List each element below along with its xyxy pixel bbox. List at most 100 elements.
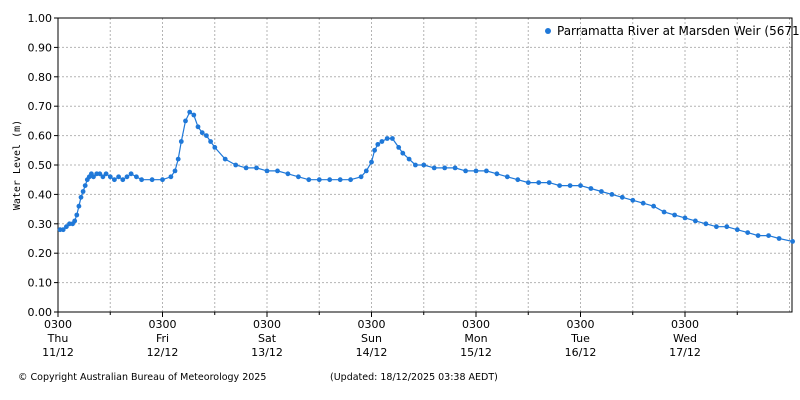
data-point [400,150,406,156]
x-tick-label: 0300 [671,318,699,331]
y-axis-ticks: 0.00 0.10 0.20 0.30 0.40 0.50 0.60 0.70 0.80 0.90… [28,12,58,319]
data-point [363,168,369,174]
x-tick-label: 12/12 [147,346,179,359]
data-point [766,233,771,239]
x-tick-label: 17/12 [669,346,701,359]
data-point [567,183,573,189]
data-point [431,165,437,171]
data-point [651,203,656,209]
data-point [630,197,636,203]
data-point [76,203,82,209]
data-point [243,165,249,171]
data-point [275,168,280,174]
data-point [296,174,301,180]
data-point [525,180,531,186]
data-point [72,218,78,224]
y-tick-label: 0.50 [28,159,53,172]
data-point [120,177,126,183]
data-point [463,168,468,174]
data-point [168,174,174,180]
data-point [128,171,134,177]
y-tick-label: 0.40 [28,188,53,201]
data-point [208,139,214,144]
data-point [640,200,646,206]
data-point [80,189,86,194]
x-tick-label: 0300 [44,318,72,331]
y-tick-label: 0.60 [28,130,53,143]
data-point [254,165,259,171]
data-point [199,130,205,136]
data-point [178,139,184,144]
data-point [139,177,145,183]
data-point [175,156,181,162]
x-tick-label: Mon [464,332,487,345]
data-point [264,168,270,174]
data-point [149,177,155,183]
data-point [285,171,291,177]
data-point [546,180,552,186]
data-point [714,224,719,230]
data-point [672,212,677,218]
data-point [134,174,139,180]
x-tick-label: 0300 [149,318,177,331]
data-point [421,162,427,168]
data-point [442,165,448,171]
x-tick-label: Sun [361,332,382,345]
data-point [191,112,197,118]
updated-text: (Updated: 18/12/2025 03:38 AEDT) [330,372,498,383]
data-point [74,212,80,218]
data-point [484,168,489,174]
data-point [384,136,390,141]
data-point [233,162,239,168]
data-point [112,177,117,183]
data-point [187,109,193,115]
y-tick-label: 0.90 [28,41,53,54]
data-point [452,165,458,171]
data-point [116,174,121,180]
data-point [755,233,761,239]
y-tick-label: 0.30 [28,218,53,231]
y-tick-label: 0.10 [28,277,53,290]
data-point [599,189,604,194]
data-point [588,186,594,191]
data-point [790,239,795,244]
data-point [82,183,88,189]
data-point [557,183,562,189]
data-point [473,168,479,174]
x-tick-label: 16/12 [565,346,597,359]
data-point [204,133,209,139]
legend-marker [545,28,551,34]
data-point [406,156,412,162]
data-point [212,145,218,150]
data-point [578,183,583,189]
x-tick-label: 15/12 [460,346,492,359]
data-point [745,230,751,236]
data-point [682,215,688,221]
data-point [693,218,698,224]
data-point [103,171,109,177]
data-point [372,147,377,153]
x-tick-label: 0300 [567,318,595,331]
y-tick-label: 0.00 [28,306,53,319]
x-tick-label: 13/12 [251,346,283,359]
y-axis-label: Water Level (m) [12,120,23,210]
data-point [375,142,381,147]
x-tick-label: Wed [673,332,697,345]
data-point [107,174,113,180]
data-point [100,174,106,180]
y-tick-label: 0.70 [28,100,53,113]
data-point [724,224,730,230]
data-point [619,194,625,200]
data-point [316,177,322,183]
x-tick-label: Thu [47,332,69,345]
data-point [91,174,96,180]
data-point [195,124,201,130]
data-point [160,177,165,183]
data-point [734,227,740,233]
data-point [64,224,69,230]
data-point [379,139,385,144]
data-point [222,156,228,162]
data-point [183,118,188,124]
x-tick-label: 14/12 [356,346,388,359]
